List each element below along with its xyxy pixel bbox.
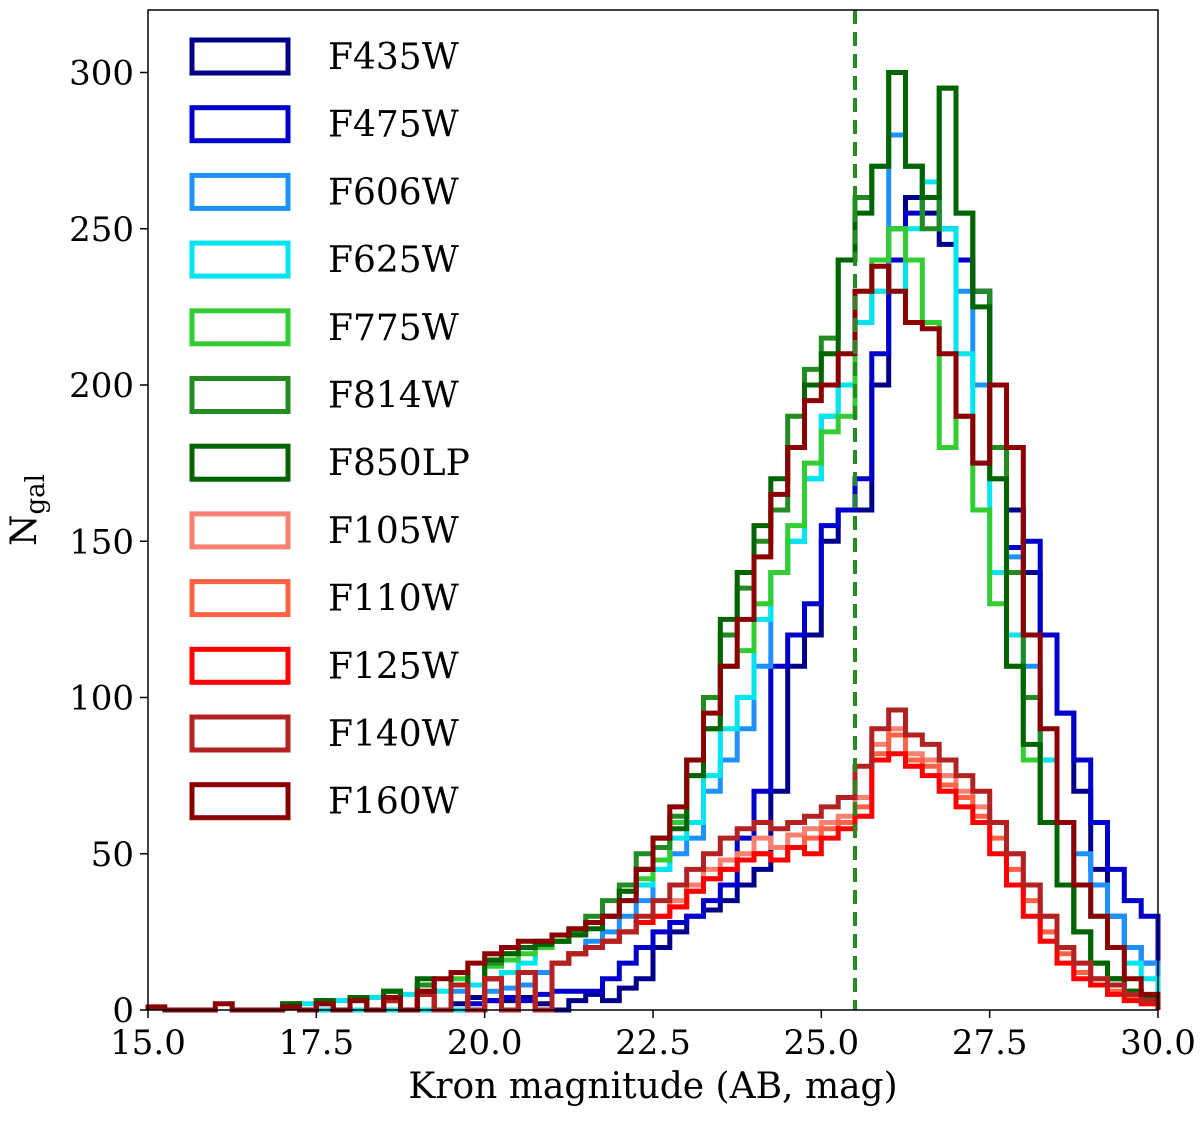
y-axis-label-main: N — [4, 514, 45, 546]
legend-label: F850LP — [328, 443, 470, 484]
legend-swatch-f850lp — [189, 443, 291, 482]
legend-swatch-f160w — [189, 782, 291, 821]
x-axis-label: Kron magnitude (AB, mag) — [408, 1066, 897, 1107]
x-axis: 15.0 17.5 20.0 22.5 25.0 27.5 30.0 — [110, 1010, 1196, 1063]
y-axis: 0 50 100 150 200 250 300 — [69, 54, 148, 1031]
legend-label: F105W — [328, 511, 459, 552]
histogram-series-f475w — [465, 195, 1161, 1010]
legend-swatch-f125w — [189, 646, 291, 685]
legend-swatch-f625w — [189, 240, 291, 279]
legend-swatch-f105w — [189, 511, 291, 550]
histogram-series-layer — [145, 70, 1161, 1013]
y-tick-label: 50 — [91, 835, 134, 875]
legend: F435W F475W F606W F625W F775W F814W F850LP F105… — [189, 37, 470, 823]
x-tick-label: 17.5 — [278, 1023, 354, 1063]
legend-swatch-f475w — [189, 105, 291, 144]
x-tick-label: 30.0 — [1120, 1023, 1196, 1063]
legend-label: F606W — [328, 172, 459, 213]
y-tick-label: 150 — [69, 522, 134, 562]
y-tick-label: 100 — [69, 679, 134, 719]
x-tick-label: 15.0 — [110, 1023, 186, 1063]
legend-label: F110W — [328, 579, 459, 620]
x-tick-label: 20.0 — [447, 1023, 523, 1063]
x-tick-label: 27.5 — [952, 1023, 1028, 1063]
x-tick-label: 22.5 — [615, 1023, 691, 1063]
legend-label: F125W — [328, 646, 459, 687]
legend-swatch-f814w — [189, 376, 291, 414]
y-axis-label-subscript: gal — [21, 474, 51, 514]
legend-swatch-f435w — [189, 37, 291, 76]
x-tick-label: 25.0 — [783, 1023, 859, 1063]
y-tick-label: 250 — [69, 210, 134, 250]
y-tick-label: 0 — [112, 991, 134, 1031]
legend-swatch-f775w — [189, 308, 291, 347]
histogram-series-f160w — [145, 263, 1161, 1013]
legend-label: F435W — [328, 37, 459, 78]
legend-label: F140W — [328, 714, 459, 755]
legend-label: F814W — [328, 376, 459, 417]
legend-label: F775W — [328, 308, 459, 349]
legend-swatch-f110w — [189, 579, 291, 618]
y-tick-label: 300 — [69, 54, 134, 94]
legend-swatch-f606w — [189, 172, 291, 211]
y-axis-label: Ngal — [4, 474, 51, 546]
legend-label: F160W — [328, 782, 459, 823]
legend-swatch-f140w — [189, 714, 291, 753]
y-tick-label: 200 — [69, 366, 134, 406]
legend-label: F475W — [328, 105, 459, 146]
legend-label: F625W — [328, 240, 459, 281]
